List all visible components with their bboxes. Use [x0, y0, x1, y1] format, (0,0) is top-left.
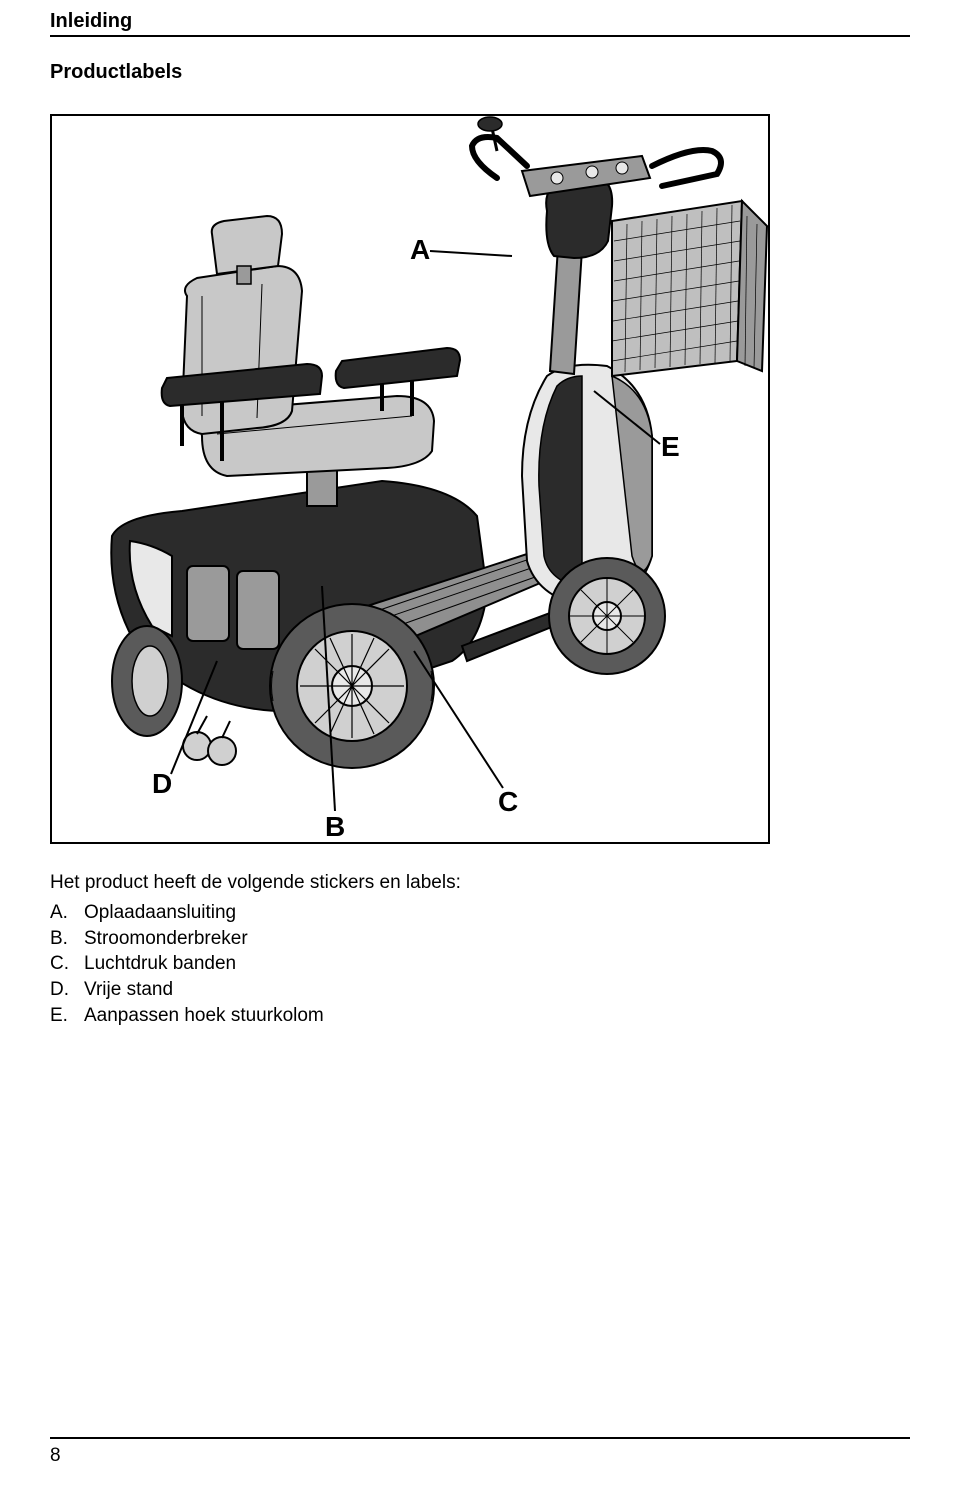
label-item: C. Luchtdruk banden [50, 951, 910, 977]
section-header: Inleiding [50, 10, 910, 37]
product-diagram: A B C D E [50, 114, 770, 844]
label-text: Oplaadaansluiting [84, 900, 236, 926]
label-text: Vrije stand [84, 977, 173, 1003]
label-list: A. Oplaadaansluiting B. Stroomonderbreke… [50, 900, 910, 1028]
callout-e: E [661, 431, 680, 463]
subheading: Productlabels [50, 61, 910, 84]
label-item: B. Stroomonderbreker [50, 926, 910, 952]
label-text: Stroomonderbreker [84, 926, 248, 952]
page-number: 8 [50, 1445, 61, 1466]
label-item: E. Aanpassen hoek stuurkolom [50, 1003, 910, 1029]
label-text: Luchtdruk banden [84, 951, 236, 977]
intro-text: Het product heeft de volgende stickers e… [50, 872, 910, 894]
callout-a: A [410, 234, 430, 266]
label-letter: E. [50, 1003, 84, 1029]
page-footer: 8 [50, 1437, 910, 1467]
label-item: D. Vrije stand [50, 977, 910, 1003]
label-letter: B. [50, 926, 84, 952]
label-text: Aanpassen hoek stuurkolom [84, 1003, 324, 1029]
callout-b: B [325, 811, 345, 843]
label-letter: D. [50, 977, 84, 1003]
label-letter: C. [50, 951, 84, 977]
label-letter: A. [50, 900, 84, 926]
callout-d: D [152, 768, 172, 800]
label-item: A. Oplaadaansluiting [50, 900, 910, 926]
callout-c: C [498, 786, 518, 818]
